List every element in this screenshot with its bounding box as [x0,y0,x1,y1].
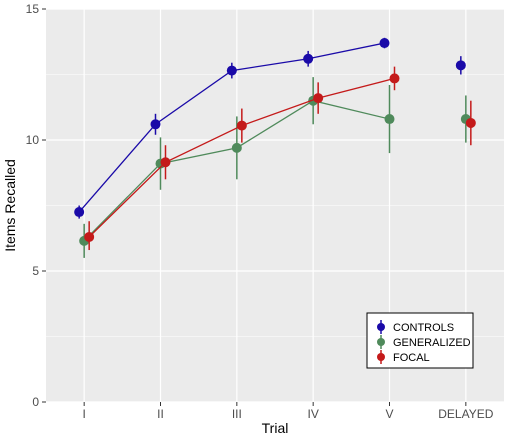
x-tick-label: I [82,407,85,421]
legend-label: CONTROLS [393,322,454,334]
data-point [465,117,476,128]
legend-label: FOCAL [393,352,430,364]
data-point [455,60,466,71]
legend-label: GENERALIZED [393,337,471,349]
legend-swatch [377,338,385,346]
x-tick-label: DELAYED [438,407,493,421]
data-point [150,119,161,130]
y-tick-label: 0 [32,395,39,409]
series-generalized [79,77,471,258]
data-point [231,142,242,153]
data-point [84,231,95,242]
legend: CONTROLS GENERALIZED FOCAL [366,312,474,369]
data-point [226,65,237,76]
series-layer [74,37,476,258]
y-tick-label: 15 [26,2,40,16]
data-point [74,207,85,218]
series-controls [74,37,466,219]
data-point [389,73,400,84]
x-tick-label: V [385,407,393,421]
data-point [384,114,395,125]
y-tick-label: 5 [32,264,39,278]
data-point [236,120,247,131]
series-focal [84,66,476,251]
x-tick-label: IV [307,407,318,421]
y-axis-title: Items Recalled [2,159,18,252]
grid-lines [46,8,504,403]
x-tick-label: III [232,407,242,421]
x-axis-title: Trial [262,420,289,436]
x-tick-label: II [157,407,164,421]
data-point [160,157,171,168]
legend-swatch [377,353,385,361]
legend-swatch [377,323,385,331]
y-tick-label: 10 [26,133,40,147]
data-point [303,53,314,64]
data-point [379,38,390,49]
data-point [313,93,324,104]
